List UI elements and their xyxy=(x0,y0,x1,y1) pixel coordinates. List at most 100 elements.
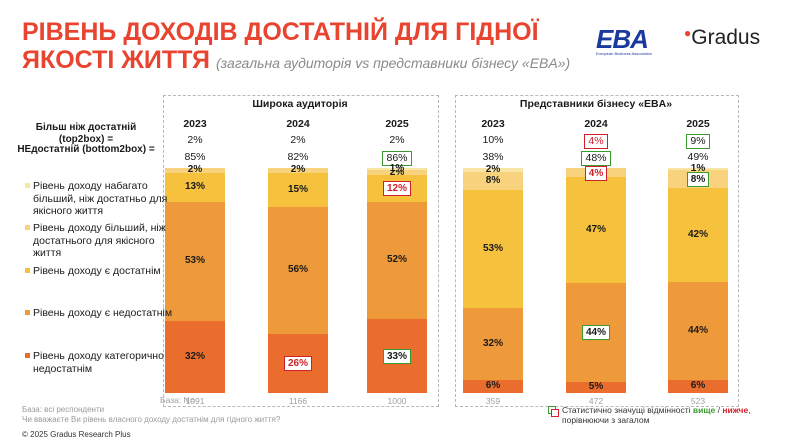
data-label-text: 2% xyxy=(389,166,405,178)
data-label-text: 5% xyxy=(588,381,604,393)
significance-note: Статистично значущі відмінності вище / н… xyxy=(562,405,751,425)
bottom2box-value: 82% xyxy=(268,151,328,164)
bar-segment xyxy=(668,168,728,171)
bar-segment xyxy=(268,206,328,334)
year-label: 2025 xyxy=(385,118,409,130)
data-label: 47% xyxy=(566,223,626,236)
year-label: 2024 xyxy=(286,118,310,130)
gradus-logo: ●Gradus xyxy=(684,26,760,50)
eba-logo: EBA European Business Association xyxy=(596,24,660,56)
data-label-text: 8% xyxy=(686,172,710,188)
panel-title-eba: Представники бізнесу «EBA» xyxy=(519,98,673,110)
data-label: 2% xyxy=(463,163,523,176)
data-label: 42% xyxy=(668,228,728,241)
data-label-text: 2% xyxy=(187,164,203,176)
base-label: База: N= xyxy=(160,395,195,405)
legend-item: Рівень доходу є недостатнім xyxy=(25,307,173,320)
data-label-text: 2% xyxy=(290,164,306,176)
bottom2box-text: 85% xyxy=(184,151,206,163)
panel-title-broad: Широка аудиторія xyxy=(252,98,348,110)
data-label: 6% xyxy=(668,379,728,392)
data-label: 32% xyxy=(463,337,523,350)
bottom2box-text: 49% xyxy=(687,151,709,163)
bar-segment xyxy=(367,201,427,319)
data-label-text: 13% xyxy=(184,181,205,193)
data-label-text: 44% xyxy=(581,325,610,341)
data-label: 1% xyxy=(668,162,728,175)
data-label: 6% xyxy=(463,379,523,392)
bar-segment xyxy=(165,168,225,173)
legend-swatch xyxy=(25,268,30,273)
base-n: 359 xyxy=(485,396,501,406)
data-label-text: 42% xyxy=(687,228,708,240)
row-label-bottom2box: НЕдостатній (bottom2box) = xyxy=(17,144,155,155)
bottom2box-text: 48% xyxy=(581,151,611,166)
sig-note-text: Статистично значущі відмінності xyxy=(562,405,693,415)
data-label-text: 32% xyxy=(482,337,503,349)
top2box-text: 2% xyxy=(187,134,203,146)
bar-segment xyxy=(668,379,728,393)
top2box-value: 4% xyxy=(566,134,626,149)
data-label: 13% xyxy=(165,180,225,193)
data-label: 1% xyxy=(367,162,427,175)
page-title: РІВЕНЬ ДОХОДІВ ДОСТАТНІЙ ДЛЯ ГІДНОЇ ЯКОС… xyxy=(22,18,582,77)
data-label: 8% xyxy=(463,174,523,187)
bar-segment xyxy=(463,190,523,309)
data-label: 15% xyxy=(268,183,328,196)
legend-swatch xyxy=(25,310,30,315)
page-subtitle: (загальна аудиторія vs представники бізн… xyxy=(216,55,571,71)
data-label-text: 12% xyxy=(382,181,411,197)
data-label-text: 4% xyxy=(584,165,608,181)
data-label: 2% xyxy=(268,163,328,176)
sig-note-higher: вище xyxy=(692,405,716,415)
data-label-text: 6% xyxy=(485,380,501,392)
data-label-text: 53% xyxy=(184,255,205,267)
data-label-text: 52% xyxy=(386,254,407,266)
note-base: База: всі респонденти xyxy=(22,405,105,414)
data-label-text: 26% xyxy=(283,356,312,372)
bar-segment xyxy=(165,201,225,321)
significance-legend-icon xyxy=(548,406,559,417)
legend-item: Рівень доходу категорично недостатнім xyxy=(25,350,173,375)
bar-segment xyxy=(566,177,626,283)
top2box-value: 2% xyxy=(165,134,225,147)
year-label: 2025 xyxy=(686,118,710,130)
bar-segment xyxy=(165,321,225,393)
sig-note-lower: нижче xyxy=(722,405,749,415)
data-label: 2% xyxy=(367,166,427,179)
bar-segment xyxy=(367,168,427,171)
copyright: © 2025 Gradus Research Plus xyxy=(22,430,131,439)
bottom2box-value: 86% xyxy=(367,151,427,166)
data-label-text: 32% xyxy=(184,351,205,362)
bar-segment xyxy=(668,281,728,380)
data-label: 53% xyxy=(463,242,523,255)
base-n: 472 xyxy=(588,396,604,406)
base-n: 1166 xyxy=(288,396,308,406)
legend-label: Рівень доходу набагато більший, ніж дост… xyxy=(33,180,168,217)
panel-broad-audience xyxy=(163,95,439,407)
legend-swatch xyxy=(25,183,30,188)
bar-segment xyxy=(463,379,523,393)
data-label: 56% xyxy=(268,263,328,276)
bar-segment xyxy=(268,172,328,207)
data-label-text: 1% xyxy=(389,163,405,175)
bar-segment xyxy=(463,168,523,173)
top2box-text: 10% xyxy=(482,134,504,146)
base-n: 1000 xyxy=(387,396,407,406)
top2box-value: 2% xyxy=(367,134,427,147)
base-n: 523 xyxy=(690,396,706,406)
top2box-value: 9% xyxy=(668,134,728,149)
legend-label: Рівень доходу категорично недостатнім xyxy=(33,350,164,375)
note-question: Чи вважаєте Ви рівень власного доходу до… xyxy=(22,415,281,424)
bar-segment xyxy=(165,172,225,202)
data-label-text: 8% xyxy=(485,175,501,187)
top2box-text: 2% xyxy=(389,134,405,146)
legend-swatch xyxy=(25,353,30,358)
year-label: 2023 xyxy=(481,118,505,130)
data-label: 32% xyxy=(165,350,225,363)
data-label: 5% xyxy=(566,380,626,393)
legend-item: Рівень доходу є достатнім xyxy=(25,265,173,278)
data-label: 33% xyxy=(367,348,427,364)
data-label: 26% xyxy=(268,356,328,372)
title-line-1: РІВЕНЬ ДОХОДІВ ДОСТАТНІЙ ДЛЯ ГІДНОЇ xyxy=(22,18,539,46)
